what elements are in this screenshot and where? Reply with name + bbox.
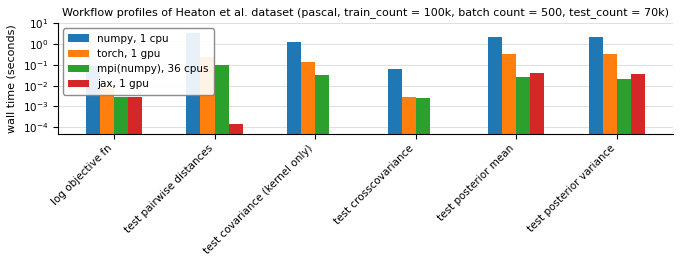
Bar <box>201 57 214 263</box>
Bar <box>287 42 301 263</box>
Bar <box>114 97 128 263</box>
Bar <box>488 37 503 263</box>
Bar <box>617 79 631 263</box>
Bar <box>589 37 603 263</box>
Title: Workflow profiles of Heaton et al. dataset (pascal, train_count = 100k, batch co: Workflow profiles of Heaton et al. datas… <box>62 7 669 18</box>
Legend: numpy, 1 cpu, torch, 1 gpu, mpi(numpy), 36 cpus, jax, 1 gpu: numpy, 1 cpu, torch, 1 gpu, mpi(numpy), … <box>63 28 214 94</box>
Bar <box>503 54 516 263</box>
Bar <box>530 73 545 263</box>
Bar <box>186 33 201 263</box>
Y-axis label: wall time (seconds): wall time (seconds) <box>7 24 17 133</box>
Bar <box>516 77 530 263</box>
Bar <box>228 124 243 263</box>
Bar <box>86 66 100 263</box>
Bar <box>100 88 114 263</box>
Bar <box>402 97 415 263</box>
Bar <box>128 97 142 263</box>
Bar <box>388 69 402 263</box>
Bar <box>315 75 329 263</box>
Bar <box>603 54 617 263</box>
Bar <box>214 65 228 263</box>
Bar <box>301 62 315 263</box>
Bar <box>430 150 444 263</box>
Bar <box>631 74 645 263</box>
Bar <box>329 134 343 263</box>
Bar <box>415 98 430 263</box>
